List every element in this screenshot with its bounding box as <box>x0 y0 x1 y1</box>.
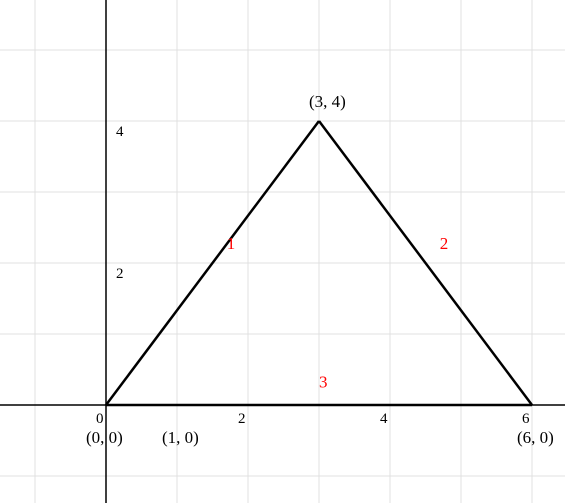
x-tick-label: 2 <box>238 411 246 427</box>
vertex-label: (3, 4) <box>309 92 346 111</box>
vertex-label: (6, 0) <box>517 428 554 447</box>
edge-label: 1 <box>227 234 236 253</box>
edge-label: 3 <box>319 372 328 391</box>
edge-label: 2 <box>440 234 449 253</box>
y-tick-label: 4 <box>116 124 124 140</box>
y-tick-label: 2 <box>116 266 124 282</box>
x-tick-label: 0 <box>96 411 104 427</box>
point-label: (1, 0) <box>162 428 199 447</box>
chart-svg: 20246246(0, 0)(3, 4)(6, 0)(1, 0)123 <box>0 0 565 503</box>
x-tick-label: 4 <box>380 411 388 427</box>
vertex-label: (0, 0) <box>86 428 123 447</box>
coordinate-chart: 20246246(0, 0)(3, 4)(6, 0)(1, 0)123 <box>0 0 565 503</box>
x-tick-label: 6 <box>522 411 530 427</box>
